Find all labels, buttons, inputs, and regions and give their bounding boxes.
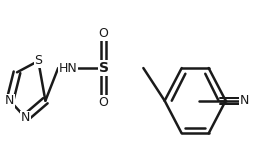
Text: O: O <box>99 27 109 41</box>
Text: O: O <box>99 96 109 109</box>
Text: S: S <box>99 61 109 75</box>
Text: N: N <box>5 94 15 107</box>
Text: HN: HN <box>59 62 78 75</box>
Text: S: S <box>34 54 42 67</box>
Text: N: N <box>21 111 30 124</box>
Text: N: N <box>239 94 249 107</box>
